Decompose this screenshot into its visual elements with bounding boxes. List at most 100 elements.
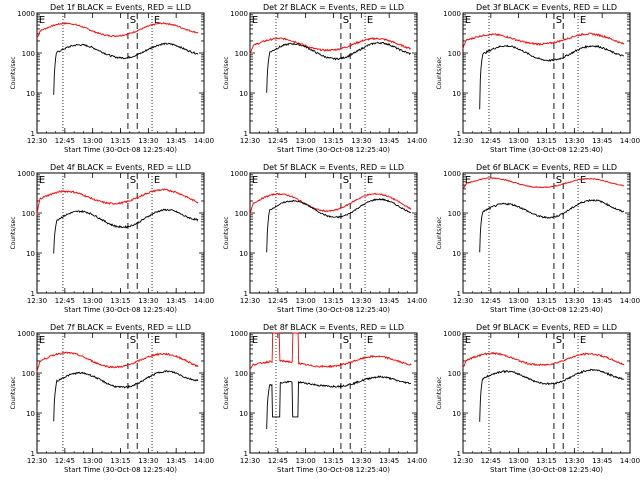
- marker-label-e2: E: [367, 15, 373, 26]
- y-axis-label: Counts/sec: [436, 56, 443, 89]
- lld-series-line: [36, 188, 199, 215]
- x-tick-label: 13:15: [323, 457, 343, 465]
- y-axis-label: Counts/sec: [223, 56, 230, 89]
- marker-label-e1: E: [39, 335, 45, 346]
- x-tick-label: 13:15: [323, 297, 343, 305]
- x-tick-label: 12:30: [240, 137, 260, 145]
- lld-series-line: [249, 332, 412, 371]
- x-tick-label: 13:00: [296, 137, 316, 145]
- x-tick-label: 12:45: [481, 297, 501, 305]
- x-tick-label: 12:30: [27, 457, 47, 465]
- x-tick-label: 13:30: [351, 297, 371, 305]
- marker-label-s: S: [556, 335, 562, 346]
- panel-title: Det 9f BLACK = Events, RED = LLD: [476, 323, 617, 332]
- marker-label-s: S: [130, 15, 136, 26]
- x-tick-label: 13:00: [509, 297, 529, 305]
- marker-label-e1: E: [252, 335, 258, 346]
- x-tick-label: 12:30: [453, 297, 473, 305]
- x-tick-label: 13:30: [351, 457, 371, 465]
- lld-series-line: [36, 21, 199, 39]
- panel-title: Det 1f BLACK = Events, RED = LLD: [50, 3, 191, 12]
- x-tick-label: 12:30: [27, 137, 47, 145]
- panel-title: Det 6f BLACK = Events, RED = LLD: [476, 163, 617, 172]
- y-tick-label: 100: [448, 50, 461, 58]
- x-tick-label: 12:45: [55, 137, 75, 145]
- marker-label-e1: E: [39, 175, 45, 186]
- x-tick-label: 13:30: [351, 137, 371, 145]
- marker-label-e2: E: [154, 15, 160, 26]
- panel-6: Det 6f BLACK = Events, RED = LLD 1 10 100 10…: [436, 163, 640, 314]
- panel-title: Det 2f BLACK = Events, RED = LLD: [263, 3, 404, 12]
- x-tick-label: 14:00: [407, 297, 427, 305]
- plot-frame: [36, 332, 205, 454]
- plot-frame: [249, 332, 418, 454]
- marker-label-e2: E: [154, 175, 160, 186]
- x-axis-label: Start Time (30-Oct-08 12:25:40): [64, 306, 177, 314]
- x-axis-label: Start Time (30-Oct-08 12:25:40): [64, 146, 177, 154]
- marker-label-s: S: [130, 175, 136, 186]
- x-tick-label: 13:15: [536, 457, 556, 465]
- x-tick-label: 14:00: [194, 297, 214, 305]
- x-axis-label: Start Time (30-Oct-08 12:25:40): [490, 306, 603, 314]
- y-axis-label: Counts/sec: [10, 376, 17, 409]
- panel-title: Det 5f BLACK = Events, RED = LLD: [263, 163, 404, 172]
- panel-title: Det 3f BLACK = Events, RED = LLD: [476, 3, 617, 12]
- y-tick-label: 1: [457, 450, 461, 458]
- x-tick-label: 13:15: [110, 297, 130, 305]
- x-tick-label: 12:30: [453, 457, 473, 465]
- y-tick-label: 1000: [230, 10, 248, 18]
- x-tick-label: 13:00: [509, 457, 529, 465]
- x-tick-label: 12:45: [481, 137, 501, 145]
- x-tick-label: 13:15: [323, 137, 343, 145]
- x-tick-label: 14:00: [620, 457, 640, 465]
- x-axis-label: Start Time (30-Oct-08 12:25:40): [490, 466, 603, 474]
- marker-label-e1: E: [252, 175, 258, 186]
- x-axis-label: Start Time (30-Oct-08 12:25:40): [64, 466, 177, 474]
- y-tick-label: 10: [452, 90, 461, 98]
- y-tick-label: 1: [31, 130, 35, 138]
- y-tick-label: 1: [457, 290, 461, 298]
- panel-title: Det 4f BLACK = Events, RED = LLD: [50, 163, 191, 172]
- y-tick-label: 1000: [17, 10, 35, 18]
- x-tick-label: 12:30: [240, 297, 260, 305]
- x-tick-label: 13:45: [166, 297, 186, 305]
- x-tick-label: 12:45: [55, 297, 75, 305]
- panel-4: Det 4f BLACK = Events, RED = LLD 1 10 100 10…: [10, 163, 214, 314]
- x-axis-label: Start Time (30-Oct-08 12:25:40): [490, 146, 603, 154]
- marker-label-e1: E: [465, 15, 471, 26]
- x-tick-label: 13:30: [138, 297, 158, 305]
- y-tick-label: 100: [235, 370, 248, 378]
- marker-label-s: S: [343, 175, 349, 186]
- x-tick-label: 13:15: [536, 137, 556, 145]
- y-tick-label: 1: [31, 290, 35, 298]
- x-tick-label: 13:00: [83, 457, 103, 465]
- panel-title: Det 8f BLACK = Events, RED = LLD: [263, 323, 404, 332]
- y-tick-label: 100: [22, 210, 35, 218]
- y-tick-label: 10: [239, 410, 248, 418]
- x-tick-label: 13:00: [296, 457, 316, 465]
- events-series-line: [53, 370, 199, 422]
- x-tick-label: 13:45: [592, 137, 612, 145]
- x-tick-label: 13:45: [379, 457, 399, 465]
- y-tick-label: 1000: [17, 330, 35, 338]
- panel-3: Det 3f BLACK = Events, RED = LLD 1 10 100 10…: [436, 3, 640, 154]
- panel-5: Det 5f BLACK = Events, RED = LLD 1 10 100 10…: [223, 163, 427, 314]
- y-axis-label: Counts/sec: [223, 216, 230, 249]
- y-tick-label: 1000: [230, 170, 248, 178]
- marker-label-s: S: [556, 175, 562, 186]
- events-series-line: [266, 375, 411, 430]
- y-tick-label: 1: [31, 450, 35, 458]
- x-tick-label: 14:00: [620, 137, 640, 145]
- plot-frame: [249, 12, 418, 134]
- x-tick-label: 14:00: [194, 457, 214, 465]
- x-tick-label: 13:45: [379, 297, 399, 305]
- x-tick-label: 12:45: [268, 137, 288, 145]
- y-tick-label: 10: [26, 250, 35, 258]
- x-axis-label: Start Time (30-Oct-08 12:25:40): [277, 306, 390, 314]
- x-tick-label: 13:30: [564, 297, 584, 305]
- y-axis-label: Counts/sec: [436, 216, 443, 249]
- y-tick-label: 1: [244, 130, 248, 138]
- lld-series-line: [462, 177, 625, 191]
- y-tick-label: 100: [235, 210, 248, 218]
